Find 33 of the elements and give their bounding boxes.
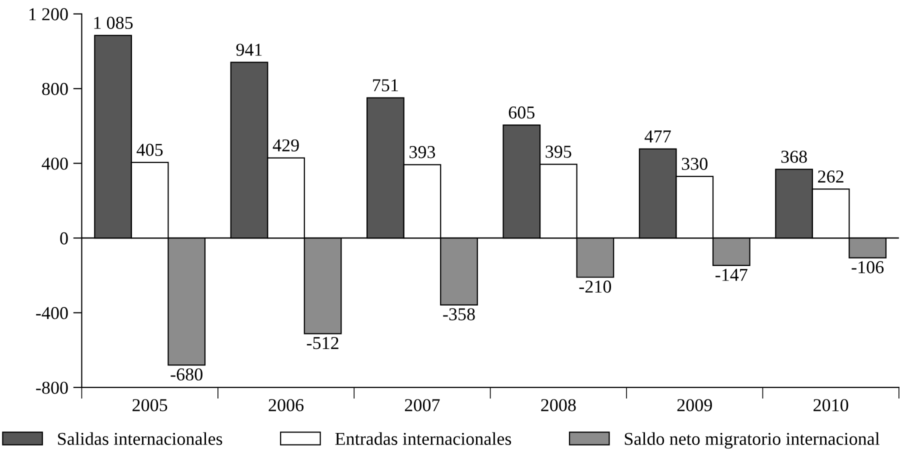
legend-label: Saldo neto migratorio internacional bbox=[624, 432, 880, 449]
data-label: -512 bbox=[306, 337, 338, 350]
y-tick-label: -800 bbox=[36, 382, 68, 394]
y-tick-label: 800 bbox=[42, 82, 68, 96]
data-label: 941 bbox=[236, 44, 262, 56]
data-label: 1 085 bbox=[94, 16, 133, 29]
legend-label: Entradas internacionales bbox=[335, 432, 512, 445]
x-tick-label: 2010 bbox=[814, 399, 848, 412]
x-tick-label: 2006 bbox=[268, 399, 304, 412]
data-label: -147 bbox=[716, 268, 748, 281]
x-tick-label: 2005 bbox=[132, 399, 168, 412]
data-label: 262 bbox=[818, 170, 844, 183]
data-label: 477 bbox=[644, 130, 671, 142]
x-tick-label: 2009 bbox=[677, 399, 712, 412]
data-label: -358 bbox=[443, 308, 475, 320]
data-label: 330 bbox=[682, 158, 708, 170]
y-tick-label: 400 bbox=[42, 158, 68, 170]
data-label: -106 bbox=[852, 261, 884, 274]
legend-label: Salidas internacionales bbox=[58, 432, 222, 445]
data-label: 605 bbox=[508, 106, 534, 119]
data-label: -680 bbox=[170, 368, 202, 381]
data-label: 368 bbox=[781, 150, 807, 163]
y-tick-label: 1 200 bbox=[29, 8, 68, 20]
data-label: 393 bbox=[410, 146, 436, 158]
x-tick-label: 2008 bbox=[541, 399, 576, 412]
data-label: 751 bbox=[373, 79, 398, 92]
y-tick-label: 0 bbox=[60, 232, 68, 244]
y-tick-label: -400 bbox=[36, 306, 68, 320]
x-tick-label: 2007 bbox=[404, 399, 440, 412]
data-label: -210 bbox=[579, 280, 612, 293]
data-label: 405 bbox=[136, 144, 163, 156]
data-label: 429 bbox=[272, 139, 299, 152]
data-label: 395 bbox=[546, 146, 572, 158]
